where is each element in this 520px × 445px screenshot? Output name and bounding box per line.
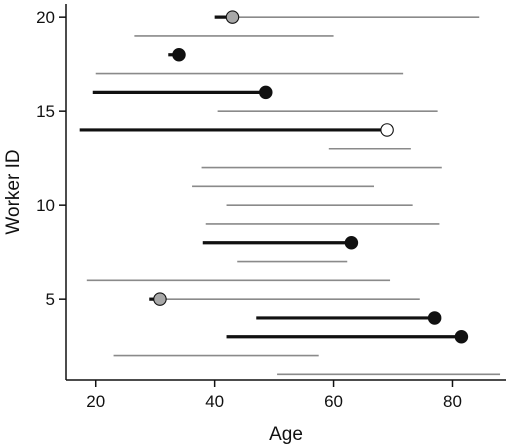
x-tick-label: 20 (86, 392, 105, 411)
worker-20-event-point (225, 10, 240, 24)
worker-4-event-point (427, 311, 442, 325)
worker-3-event-point (454, 330, 469, 344)
x-tick-label: 40 (205, 392, 224, 411)
worker-8-event-point (344, 236, 359, 250)
worker-16-event-point (259, 85, 273, 100)
chart-axes: 20 40 60 80 5 10 15 20 Age Worker ID (3, 4, 506, 445)
chart-marks (79, 10, 501, 376)
y-tick-label: 20 (36, 8, 55, 27)
worker-14-event-point (380, 123, 394, 137)
worker-5-event-point (153, 292, 167, 306)
y-axis-title: Worker ID (3, 149, 24, 234)
worker-18-event-point (172, 48, 186, 62)
x-axis-title: Age (269, 424, 303, 445)
y-tick-label: 10 (36, 196, 55, 215)
y-axis-ticks: 5 10 15 20 (36, 8, 66, 309)
x-tick-label: 60 (324, 392, 343, 411)
y-tick-label: 15 (36, 102, 55, 121)
x-tick-label: 80 (443, 392, 462, 411)
y-tick-label: 5 (46, 290, 55, 309)
x-axis-ticks: 20 40 60 80 (86, 380, 462, 411)
